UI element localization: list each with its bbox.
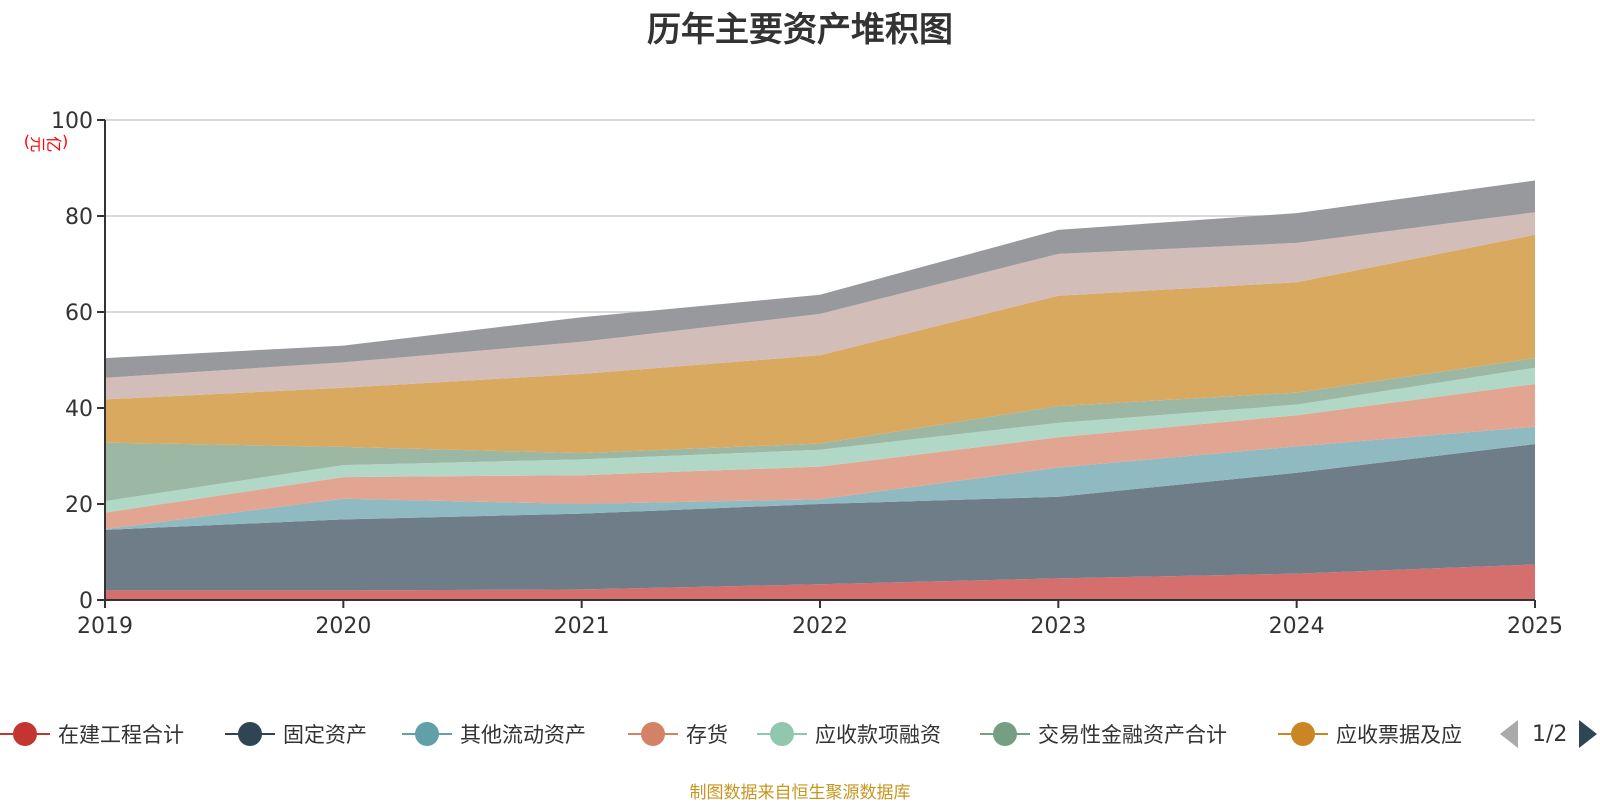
area-series-7[interactable] <box>105 234 1535 454</box>
y-tick-label: 20 <box>65 493 93 518</box>
y-tick-label: 0 <box>79 589 93 614</box>
legend-marker-icon <box>1278 712 1328 756</box>
y-tick-label: 80 <box>65 205 93 230</box>
legend-item[interactable]: 存货 <box>628 712 728 756</box>
area-series-8[interactable] <box>105 212 1535 400</box>
area-series-3[interactable] <box>105 426 1535 530</box>
legend-label: 存货 <box>686 723 728 747</box>
y-tick-label: 100 <box>51 109 93 134</box>
x-tick-label: 2025 <box>1507 614 1563 639</box>
chart-title: 历年主要资产堆积图 <box>647 10 953 50</box>
axes <box>97 119 1536 608</box>
y-tick-label: 40 <box>65 397 93 422</box>
area-series <box>105 180 1535 601</box>
legend-item[interactable]: 应收票据及应 <box>1278 712 1462 756</box>
area-series-4[interactable] <box>105 384 1535 529</box>
area-series-1[interactable] <box>105 564 1535 601</box>
y-tick-labels: 0 20 40 60 80 100 <box>51 109 93 614</box>
x-tick-label: 2021 <box>554 614 610 639</box>
x-tick-label: 2020 <box>315 614 371 639</box>
legend-marker-icon <box>980 712 1030 756</box>
triangle-right-icon[interactable] <box>1579 720 1598 748</box>
legend-page-indicator: 1/2 <box>1532 721 1568 747</box>
legend-item[interactable]: 交易性金融资产合计 <box>980 712 1227 756</box>
triangle-left-icon[interactable] <box>1500 720 1518 748</box>
legend-label: 其他流动资产 <box>460 723 586 747</box>
y-tick-label: 60 <box>65 301 93 326</box>
x-tick-label: 2024 <box>1269 614 1325 639</box>
x-tick-label: 2019 <box>77 614 133 639</box>
legend-marker-icon <box>402 712 452 756</box>
legend-marker-icon <box>628 712 678 756</box>
legend-item[interactable]: 应收款项融资 <box>757 712 941 756</box>
area-series-2[interactable] <box>105 444 1535 591</box>
x-tick-label: 2022 <box>792 614 848 639</box>
area-series-9[interactable] <box>105 180 1535 378</box>
x-tick-labels: 2019 2020 2021 2022 2023 2024 2025 <box>77 614 1563 639</box>
legend-marker-icon <box>0 712 50 756</box>
x-tick-label: 2023 <box>1030 614 1086 639</box>
data-source-note: 制图数据来自恒生聚源数据库 <box>689 783 911 803</box>
legend-label: 应收票据及应 <box>1336 723 1462 747</box>
legend-label: 在建工程合计 <box>58 723 184 747</box>
legend-pager: 1/2 <box>1500 712 1598 756</box>
legend-label: 交易性金融资产合计 <box>1038 723 1227 747</box>
legend-item[interactable]: 其他流动资产 <box>402 712 586 756</box>
legend-marker-icon <box>757 712 807 756</box>
legend-item[interactable]: 在建工程合计 <box>0 712 184 756</box>
legend-item[interactable]: 固定资产 <box>225 712 367 756</box>
legend-label: 固定资产 <box>283 723 367 747</box>
legend-label: 应收款项融资 <box>815 723 941 747</box>
legend-marker-icon <box>225 712 275 756</box>
legend: 在建工程合计 固定资产 其他流动资产 存货 应收款项融资 交易性金融资产合计 应收票据及应 <box>0 712 1600 756</box>
